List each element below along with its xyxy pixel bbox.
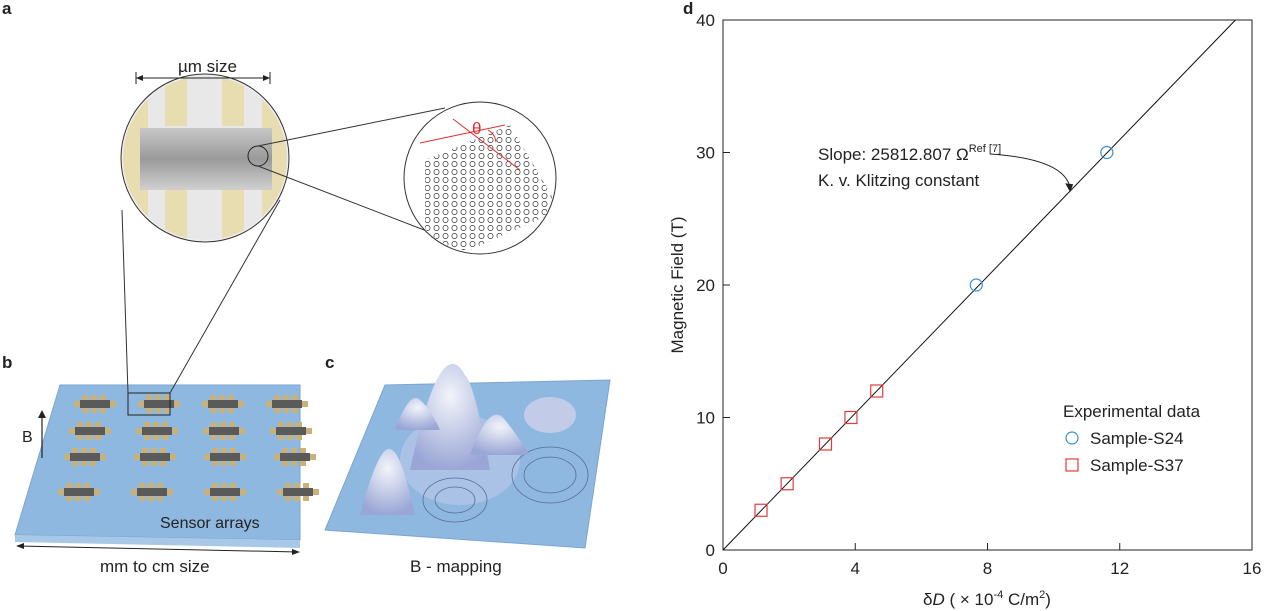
x-tick-label: 4 — [851, 559, 860, 578]
svg-text:Slope: 25812.807 ΩRef [7]: Slope: 25812.807 ΩRef [7] — [818, 143, 1001, 164]
point-sample-s37 — [754, 503, 768, 517]
fit-line — [722, 19, 1236, 551]
sensor-chip — [204, 448, 246, 466]
panel-letter-b: b — [2, 353, 12, 372]
sensor-chip — [203, 422, 245, 440]
size-label: mm to cm size — [100, 557, 210, 576]
sensor-array — [14, 384, 319, 548]
sensor-chip — [202, 395, 244, 413]
point-sample-s37 — [818, 437, 833, 451]
sensor-chip — [136, 422, 178, 440]
fit-line-group — [722, 19, 1236, 551]
point-sample-s24 — [1100, 145, 1114, 160]
annotation-line1: Slope: 25812.807 Ω — [818, 145, 969, 164]
x-axis-label: δD ( × 10-4 C/m2) — [923, 589, 1051, 609]
x-label-exp2: 2 — [1039, 589, 1045, 601]
array-label: Sensor arrays — [160, 515, 260, 532]
legend: Experimental data Sample-S24 Sample-S37 — [1063, 402, 1201, 475]
x-tick-label: 12 — [1110, 559, 1129, 578]
panel-letter-a: a — [2, 0, 12, 18]
sensor-chip — [134, 448, 176, 466]
sensor-chip — [58, 483, 100, 501]
annotation-arrow — [989, 153, 1071, 189]
legend-entry: Sample-S24 — [1065, 429, 1184, 448]
sensor-chip — [270, 422, 312, 440]
annotation-arrowhead — [1065, 183, 1074, 193]
point-sample-s37 — [844, 410, 858, 425]
x-tick-label: 8 — [983, 559, 992, 578]
sensor-chip — [277, 483, 319, 501]
legend-marker-circle — [1065, 431, 1079, 445]
sensor-chip — [69, 422, 111, 440]
angle-symbol: θ — [472, 119, 481, 138]
x-tick-label: 16 — [1243, 559, 1262, 578]
x-label-exp: -4 — [993, 589, 1003, 601]
sensor-chip — [204, 483, 246, 501]
y-tick-label: 0 — [706, 541, 715, 560]
legend-title: Experimental data — [1063, 402, 1201, 421]
scale-label: µm size — [178, 57, 237, 76]
sensor-chip — [138, 395, 180, 413]
zoom-line-left — [121, 209, 129, 394]
annotation-line2: K. v. Klitzing constant — [818, 171, 980, 190]
width-arrow — [16, 543, 300, 555]
device-magnified — [120, 73, 290, 243]
sensor-chip — [131, 483, 173, 501]
illustration-figure: a µm size θ b B Sensor arrays mm to cm s… — [2, 0, 611, 576]
panel-letter-c: c — [325, 353, 334, 372]
x-label-units: ( × 10 — [945, 590, 994, 609]
plot-frame — [722, 19, 1253, 551]
data-points — [754, 145, 1114, 517]
x-tick-label: 0 — [718, 559, 727, 578]
point-sample-s24 — [969, 278, 983, 292]
scale-bar — [135, 72, 271, 84]
zoom-line-right — [169, 199, 281, 394]
legend-label: Sample-S24 — [1090, 429, 1184, 448]
x-label-prefix: δ — [923, 590, 932, 609]
field-map-surface — [324, 364, 611, 549]
slope-annotation: Slope: 25812.807 ΩRef [7] K. v. Klitzing… — [818, 143, 1074, 193]
annotation-superscript: Ref [7] — [969, 143, 1001, 155]
x-label-close: ) — [1045, 590, 1051, 609]
x-label-units2: C/m — [1003, 590, 1039, 609]
map-caption: B - mapping — [410, 557, 502, 576]
point-sample-s37 — [870, 384, 884, 398]
legend-marker-square — [1065, 458, 1079, 472]
legend-entry: Sample-S37 — [1065, 456, 1184, 475]
zoom-line-bottom — [257, 165, 446, 239]
sensor-chip — [274, 448, 316, 466]
point-sample-s37 — [780, 477, 794, 491]
sensor-chip — [74, 395, 116, 413]
x-label-var: D — [933, 590, 945, 609]
zoom-line-top — [257, 107, 446, 147]
angle-line — [452, 118, 521, 171]
field-label: B — [22, 429, 33, 446]
sensor-chip — [64, 448, 106, 466]
lattice-zoom — [403, 101, 557, 255]
legend-label: Sample-S37 — [1090, 456, 1184, 475]
field-arrow — [38, 410, 46, 458]
sensor-chip — [266, 395, 308, 413]
